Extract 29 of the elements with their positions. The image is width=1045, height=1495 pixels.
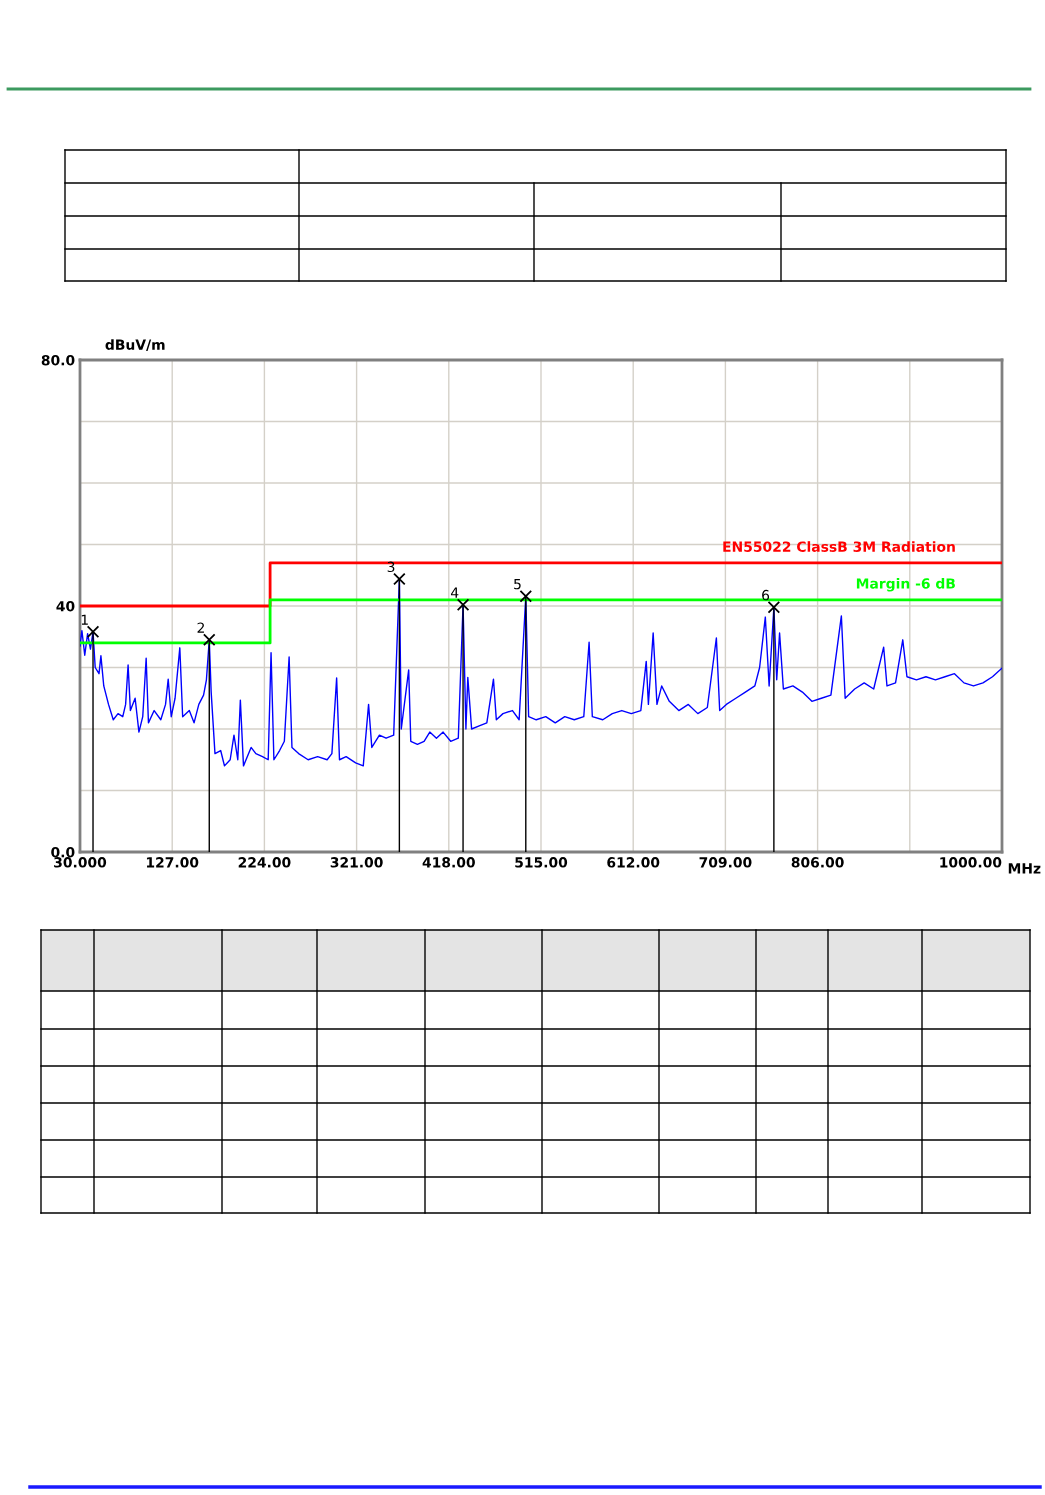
y-tick-label: 0.0 [51, 846, 75, 858]
point [393, 572, 406, 586]
x-tick-label: 612.00 [607, 857, 660, 868]
point [519, 589, 533, 603]
x-tick-label: 806.00 [791, 857, 844, 868]
x-tick-label: 224.00 [238, 857, 291, 868]
series-label: Margin -6 dB [856, 577, 955, 592]
annotation: 1 [81, 614, 88, 625]
annotation: 6 [762, 589, 770, 601]
x-tick-label: 418.00 [422, 857, 475, 868]
point [767, 600, 781, 614]
y-tick-label: 40 [56, 600, 75, 612]
annotation: 4 [450, 587, 459, 598]
annotation: 5 [514, 578, 521, 590]
x-tick-label: 709.00 [699, 857, 752, 868]
x-tick-label: 127.00 [146, 857, 199, 868]
annotation: 3 [387, 561, 395, 573]
x-tick-label: 30.000 [54, 857, 107, 868]
y-axis-title: dBuV/m [105, 339, 165, 352]
y-tick-label: 80.0 [41, 354, 75, 366]
point [456, 598, 470, 612]
point [202, 633, 216, 647]
x-tick-label: 515.00 [515, 857, 568, 868]
x-tick-label: 1000.00 [940, 857, 1002, 868]
annotation: 2 [197, 622, 204, 633]
x-axis-title: MHz [1008, 863, 1041, 874]
x-tick-label: 321.00 [330, 857, 383, 868]
series-label: EN55022 ClassB 3M Radiation [723, 541, 955, 552]
point [86, 625, 100, 639]
